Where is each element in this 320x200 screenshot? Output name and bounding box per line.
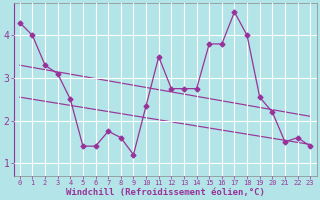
X-axis label: Windchill (Refroidissement éolien,°C): Windchill (Refroidissement éolien,°C) bbox=[66, 188, 264, 197]
